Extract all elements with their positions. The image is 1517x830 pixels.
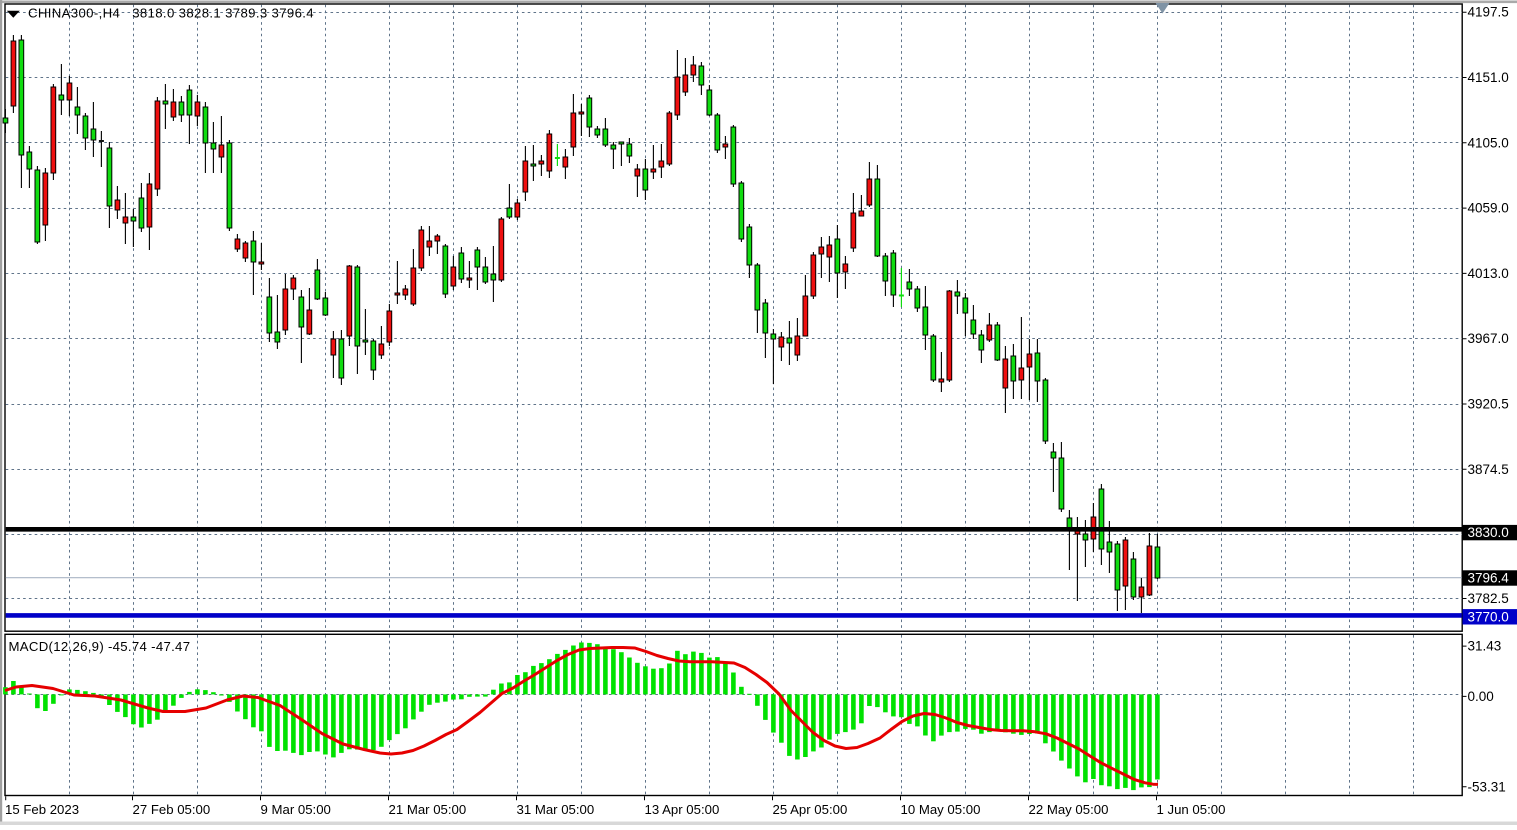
svg-text:21 Mar 05:00: 21 Mar 05:00 [389, 802, 467, 817]
svg-text:10 May 05:00: 10 May 05:00 [901, 802, 981, 817]
svg-text:0.00: 0.00 [1468, 689, 1494, 704]
svg-text:3796.4: 3796.4 [1468, 571, 1510, 586]
svg-text:25 Apr 05:00: 25 Apr 05:00 [773, 802, 848, 817]
svg-text:4105.0: 4105.0 [1468, 135, 1509, 150]
svg-text:3967.0: 3967.0 [1468, 331, 1509, 346]
svg-text:9 Mar 05:00: 9 Mar 05:00 [261, 802, 331, 817]
svg-text:CHINA300-,H4 3818.0 3828.1 3: CHINA300-,H4 3818.0 3828.1 3789.3 3796.4 [28, 5, 314, 20]
svg-text:3782.5: 3782.5 [1468, 591, 1509, 606]
svg-text:MACD(12,26,9) -45.74 -47.47: MACD(12,26,9) -45.74 -47.47 [9, 639, 191, 654]
svg-text:22 May 05:00: 22 May 05:00 [1029, 802, 1109, 817]
svg-text:4197.5: 4197.5 [1468, 5, 1509, 20]
svg-text:13 Apr 05:00: 13 Apr 05:00 [645, 802, 720, 817]
svg-text:4151.0: 4151.0 [1468, 70, 1509, 85]
svg-text:3830.0: 3830.0 [1468, 525, 1509, 540]
svg-text:31.43: 31.43 [1468, 639, 1502, 654]
svg-text:1 Jun 05:00: 1 Jun 05:00 [1157, 802, 1226, 817]
svg-text:4013.0: 4013.0 [1468, 266, 1509, 281]
svg-text:15 Feb 2023: 15 Feb 2023 [5, 802, 79, 817]
svg-text:31 Mar 05:00: 31 Mar 05:00 [517, 802, 595, 817]
svg-text:4059.0: 4059.0 [1468, 201, 1509, 216]
svg-text:3874.5: 3874.5 [1468, 462, 1509, 477]
svg-text:-53.31: -53.31 [1468, 779, 1506, 794]
svg-text:3770.0: 3770.0 [1468, 609, 1509, 624]
svg-text:3920.5: 3920.5 [1468, 397, 1509, 412]
svg-text:27 Feb 05:00: 27 Feb 05:00 [133, 802, 211, 817]
